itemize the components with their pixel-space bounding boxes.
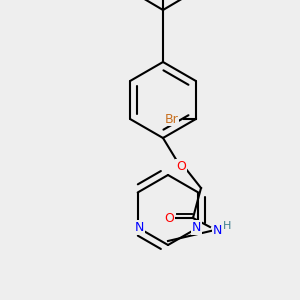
Text: H: H [223, 221, 231, 231]
Text: N: N [192, 221, 201, 234]
Text: N: N [135, 221, 144, 234]
Text: N: N [212, 224, 222, 236]
Text: O: O [164, 212, 174, 224]
Text: Br: Br [165, 112, 179, 125]
Text: O: O [176, 160, 186, 172]
